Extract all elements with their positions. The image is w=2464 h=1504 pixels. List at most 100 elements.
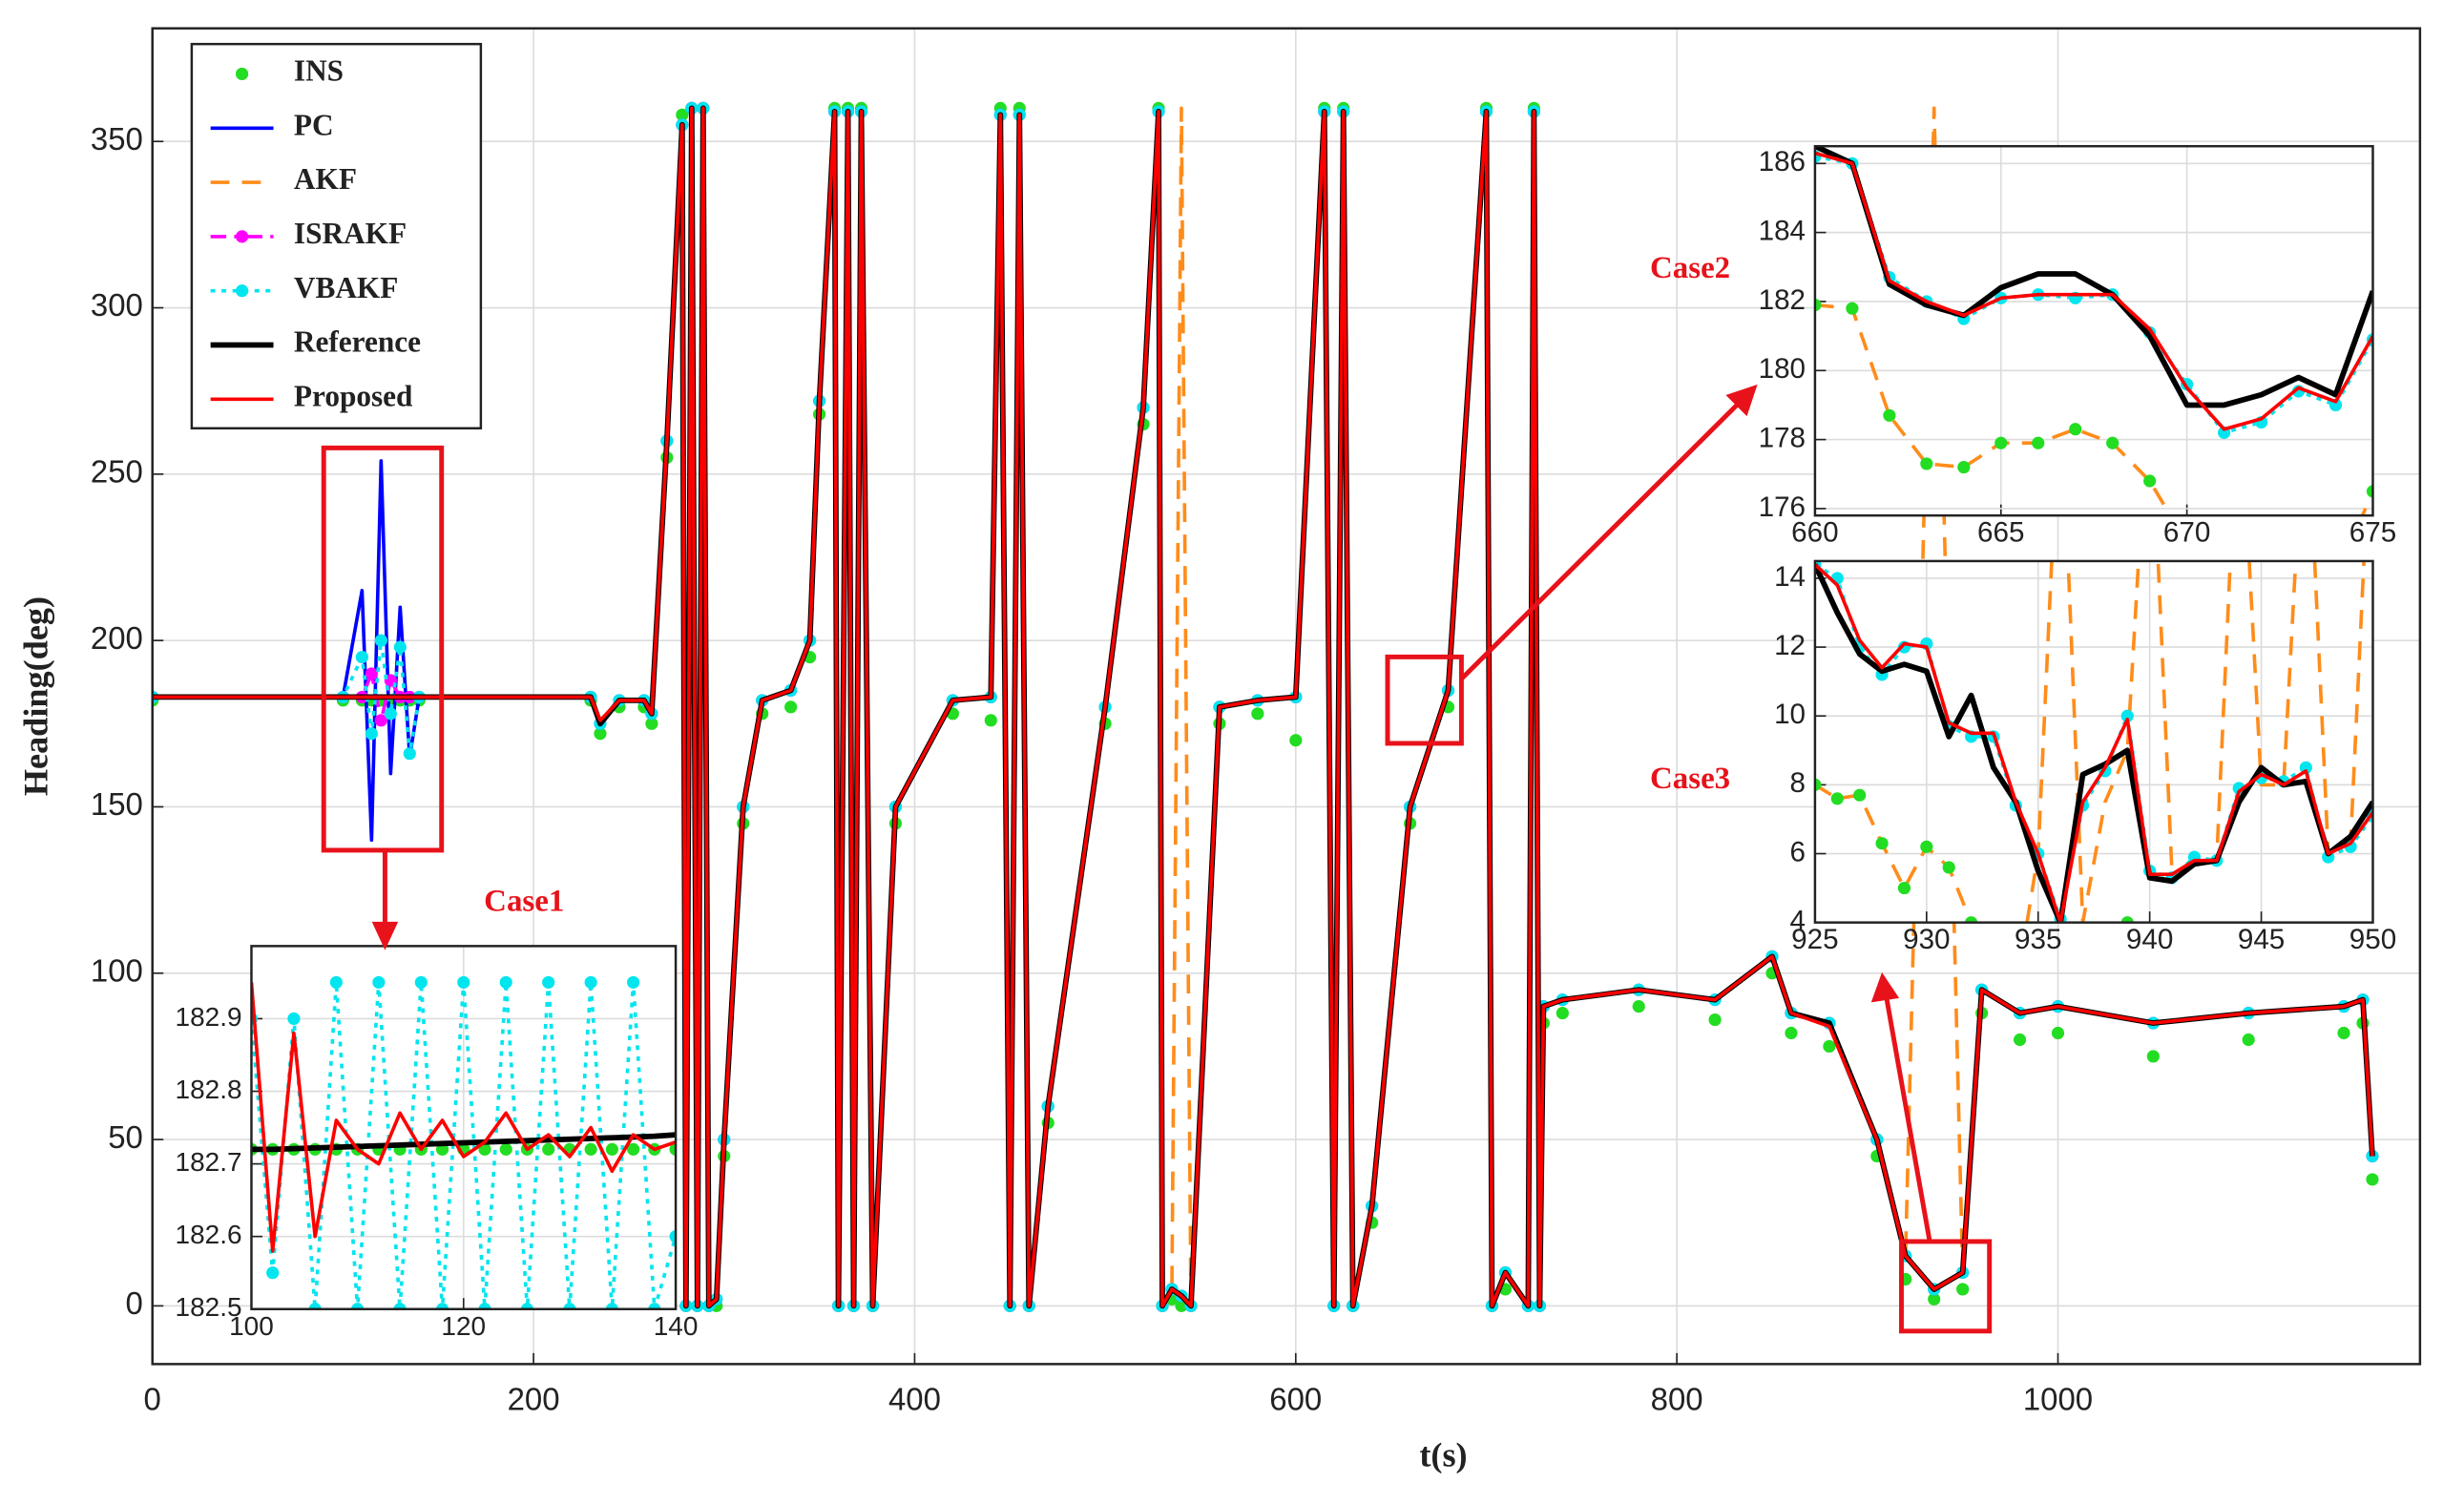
y-tick-label: 182.5 bbox=[176, 1292, 242, 1322]
point bbox=[374, 634, 387, 647]
point bbox=[1897, 882, 1911, 895]
series-line bbox=[1814, 563, 2373, 923]
point bbox=[1957, 460, 1971, 474]
point bbox=[594, 727, 607, 741]
x-tick-label: 925 bbox=[1791, 924, 1838, 955]
plot-frame bbox=[151, 27, 2422, 1366]
point bbox=[584, 1142, 597, 1156]
plot-frame bbox=[250, 945, 678, 1310]
y-tick-label: 250 bbox=[91, 454, 143, 490]
plot-frame bbox=[1813, 559, 2374, 924]
series-line bbox=[152, 106, 2374, 1308]
plot-background bbox=[1814, 560, 2373, 923]
point bbox=[365, 667, 378, 680]
point bbox=[374, 714, 387, 727]
y-tick-label: 200 bbox=[91, 620, 143, 656]
point bbox=[2069, 423, 2082, 436]
point bbox=[2051, 1026, 2065, 1040]
plot-background bbox=[1814, 146, 2373, 516]
series-layer bbox=[1814, 146, 2373, 516]
series-layer bbox=[152, 101, 2379, 1312]
point bbox=[435, 1303, 449, 1309]
y-tick-label: 180 bbox=[1759, 353, 1806, 385]
point bbox=[645, 717, 658, 730]
point bbox=[627, 1142, 640, 1156]
point bbox=[384, 707, 397, 721]
arrow-head bbox=[371, 921, 399, 950]
point bbox=[1846, 302, 1859, 315]
point bbox=[287, 1012, 301, 1026]
point bbox=[2032, 436, 2045, 449]
y-tick-label: 182.9 bbox=[176, 1002, 242, 1032]
point bbox=[2013, 1033, 2027, 1047]
point bbox=[1920, 457, 1933, 470]
x-tick-label: 945 bbox=[2238, 924, 2285, 955]
series-line bbox=[251, 1132, 677, 1153]
point bbox=[563, 1303, 576, 1309]
zoom-arrow bbox=[1883, 992, 1932, 1243]
legend-label: ISRAKF bbox=[294, 217, 407, 250]
point bbox=[266, 1266, 280, 1280]
point bbox=[605, 1303, 618, 1309]
point bbox=[351, 1303, 365, 1309]
x-tick-label: 950 bbox=[2349, 924, 2396, 955]
point bbox=[1994, 436, 2008, 449]
legend-label: Proposed bbox=[294, 379, 413, 412]
point bbox=[2120, 709, 2134, 722]
y-tick-label: 300 bbox=[91, 287, 143, 323]
case-label: Case3 bbox=[1650, 762, 1730, 796]
y-tick-label: 100 bbox=[91, 952, 143, 988]
y-tick-label: 182.7 bbox=[176, 1147, 242, 1177]
point bbox=[1830, 792, 1844, 805]
chart: 925 930 935 940 945 950 4 6 8 10 12 14 Case3 bbox=[1650, 559, 2396, 955]
point bbox=[1875, 837, 1889, 850]
point bbox=[403, 747, 416, 761]
x-tick-label: 0 bbox=[144, 1382, 161, 1417]
point bbox=[1920, 840, 1933, 853]
point bbox=[1632, 1000, 1645, 1013]
point bbox=[669, 1230, 677, 1243]
case-label: Case2 bbox=[1650, 251, 1730, 285]
point bbox=[457, 975, 470, 989]
point bbox=[393, 640, 407, 654]
series-layer bbox=[251, 975, 677, 1309]
point bbox=[2106, 436, 2119, 449]
decorations bbox=[321, 384, 1993, 1334]
x-tick-label: 940 bbox=[2126, 924, 2173, 955]
series-line bbox=[1814, 146, 2373, 408]
x-tick-label: 935 bbox=[2015, 924, 2061, 955]
point bbox=[2299, 761, 2312, 774]
point bbox=[1556, 1007, 1569, 1020]
x-tick-label: 930 bbox=[1903, 924, 1950, 955]
y-axis-label: Heading(deg) bbox=[16, 596, 54, 796]
point bbox=[542, 975, 555, 989]
y-tick-label: 186 bbox=[1759, 146, 1806, 178]
series-layer bbox=[1814, 560, 2373, 923]
x-tick-label: 400 bbox=[888, 1382, 941, 1417]
legend-marker bbox=[236, 284, 249, 298]
x-tick-label: 800 bbox=[1651, 1382, 1703, 1417]
y-tick-label: 0 bbox=[126, 1285, 143, 1321]
point bbox=[1708, 1013, 1722, 1027]
point bbox=[308, 1303, 322, 1309]
y-tick-label: 176 bbox=[1759, 491, 1806, 523]
point bbox=[1965, 916, 1978, 923]
y-tick-label: 150 bbox=[91, 786, 143, 822]
x-tick-label: 140 bbox=[654, 1311, 699, 1341]
point bbox=[1883, 408, 1896, 422]
point bbox=[499, 1142, 512, 1156]
y-tick-label: 350 bbox=[91, 121, 143, 157]
y-tick-label: 182.8 bbox=[176, 1075, 242, 1104]
point bbox=[365, 727, 378, 741]
y-tick-label: 184 bbox=[1759, 215, 1806, 246]
legend-label: Reference bbox=[294, 325, 421, 359]
point bbox=[2120, 916, 2134, 923]
y-tick-label: 178 bbox=[1759, 422, 1806, 453]
y-tick-label: 8 bbox=[1790, 767, 1806, 799]
x-tick-label: 100 bbox=[229, 1311, 274, 1341]
chart: 660 665 670 675 176 178 180 182 184 186 Case2 bbox=[1650, 144, 2396, 549]
x-tick-label: 200 bbox=[508, 1382, 560, 1417]
y-tick-label: 182.6 bbox=[176, 1220, 242, 1249]
y-tick-label: 10 bbox=[1774, 699, 1806, 730]
